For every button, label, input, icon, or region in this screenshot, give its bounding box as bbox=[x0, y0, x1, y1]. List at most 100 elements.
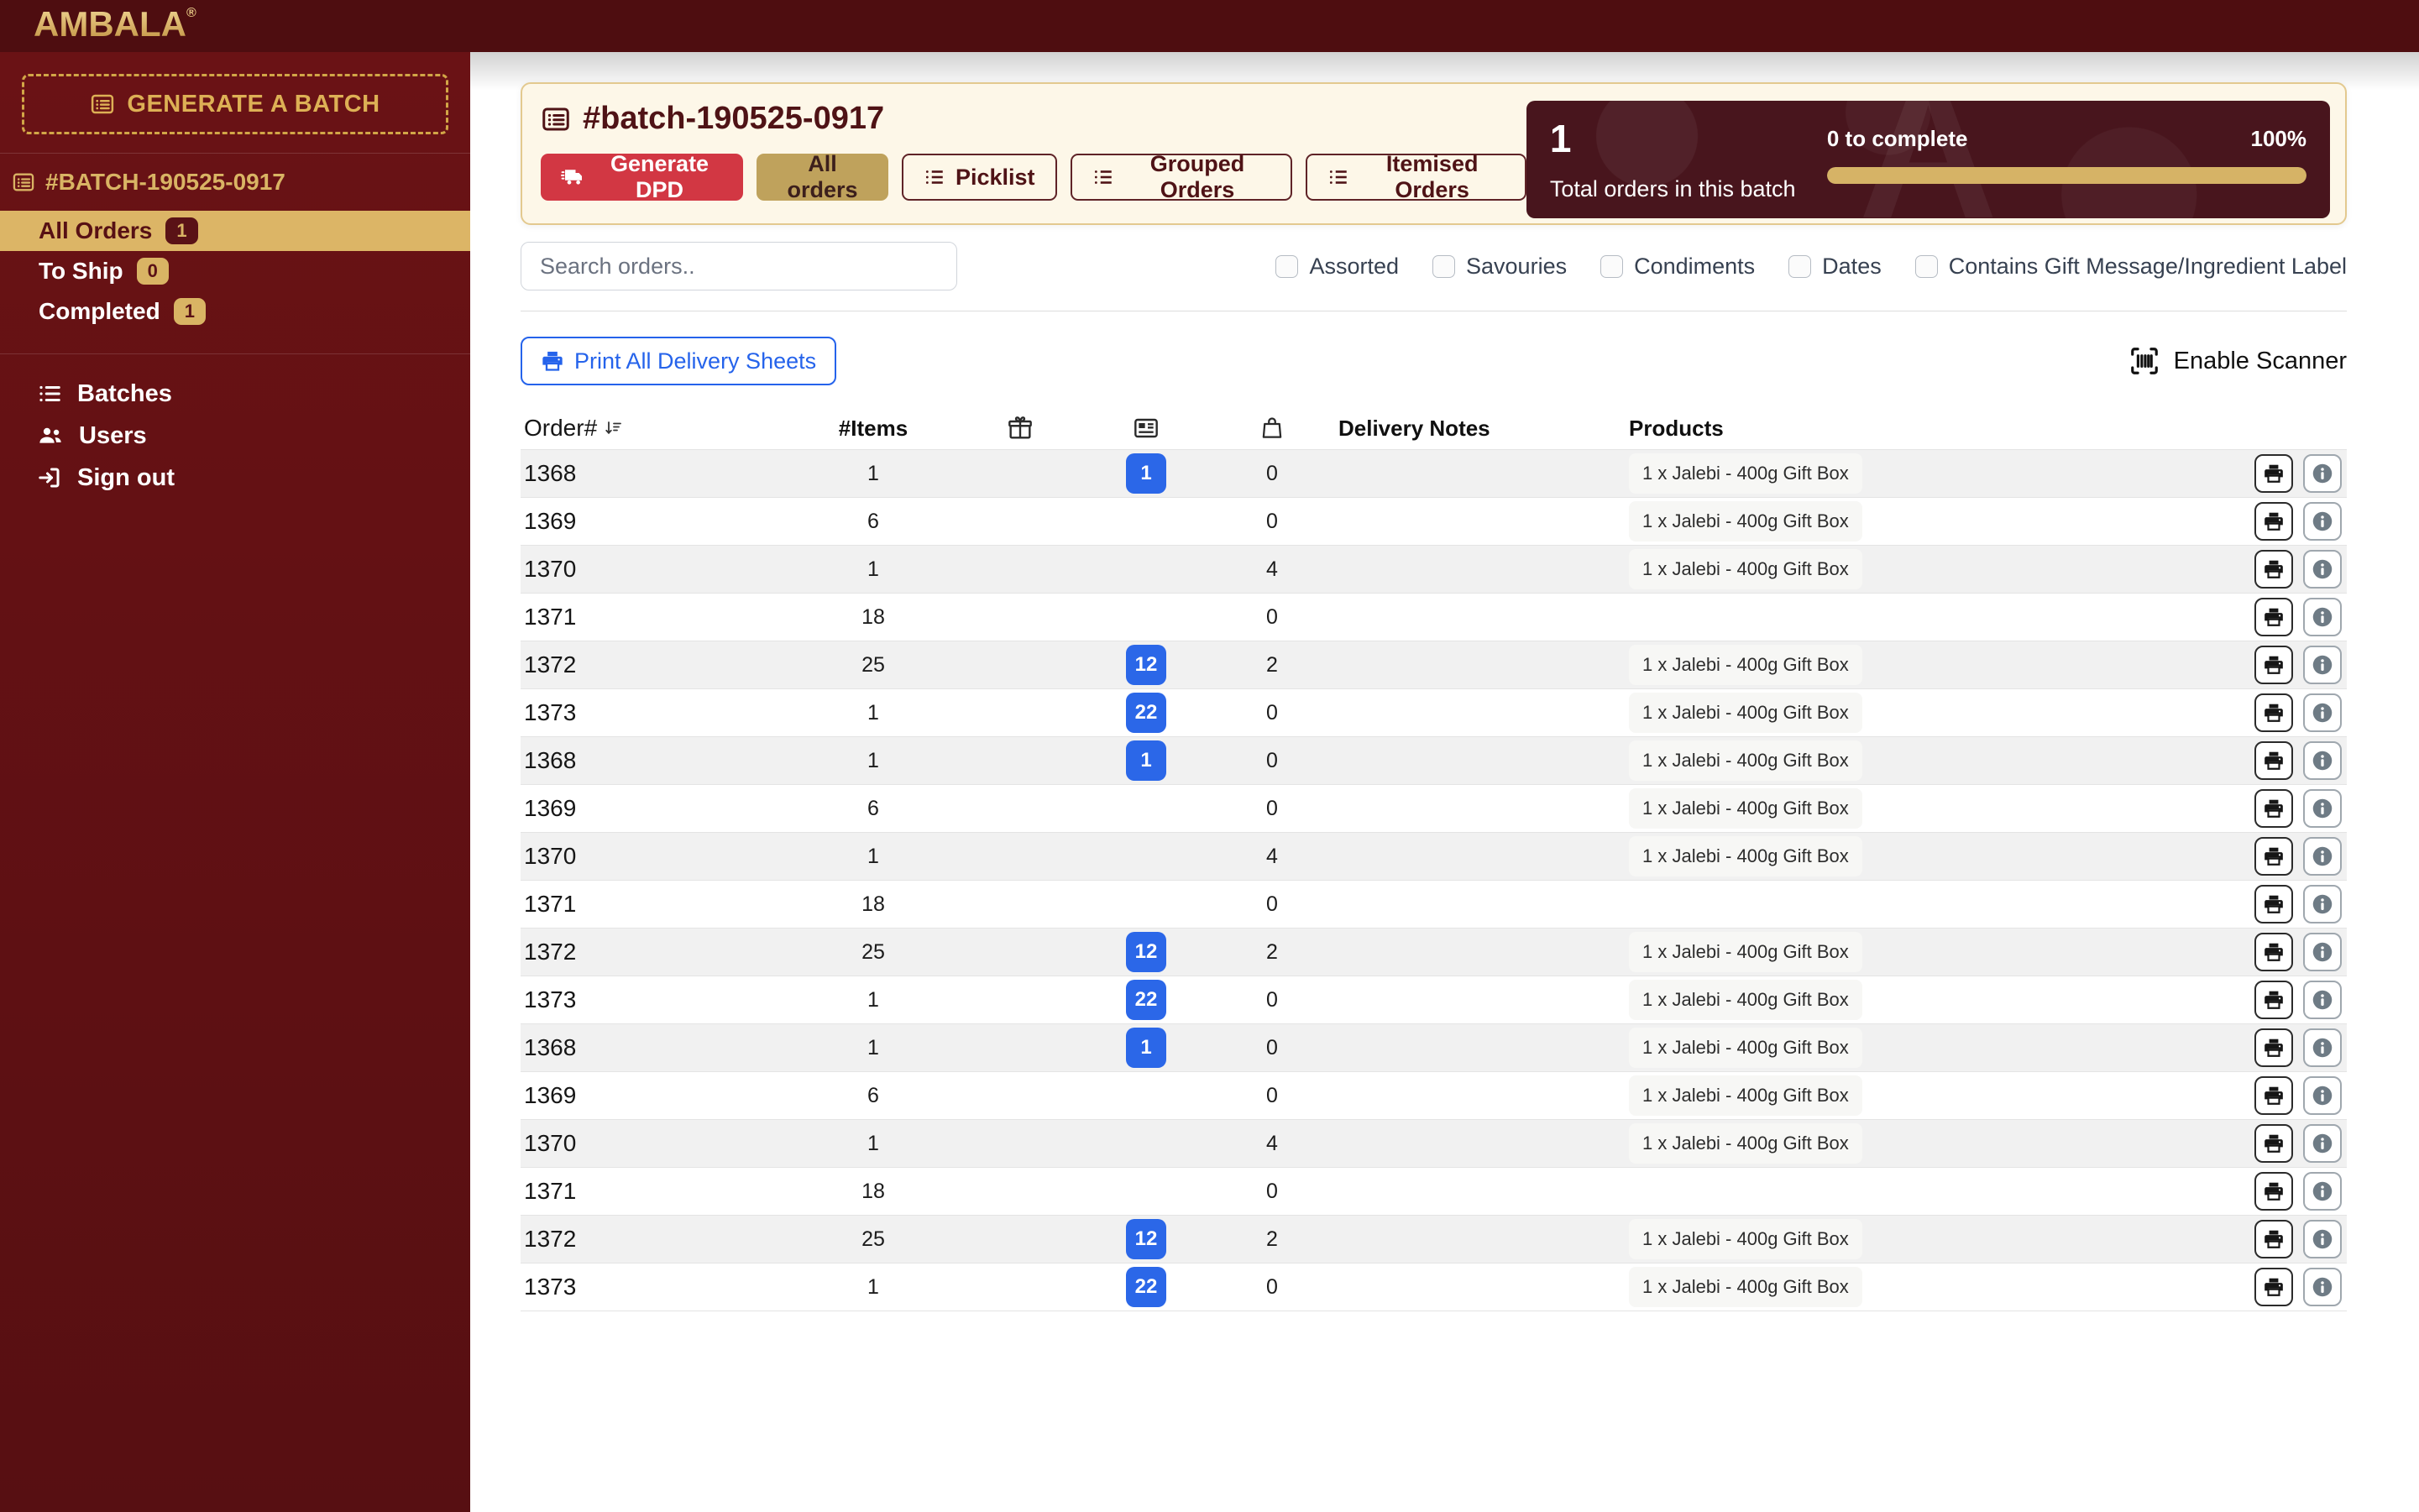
print-button[interactable] bbox=[2254, 741, 2293, 780]
print-button[interactable] bbox=[2254, 502, 2293, 541]
table-row: 1372 25 12 2 1 x Jalebi - 400g Gift Box bbox=[521, 641, 2347, 688]
info-button[interactable] bbox=[2303, 1076, 2342, 1115]
info-button[interactable] bbox=[2303, 454, 2342, 493]
sidebar-item-batches[interactable]: Batches bbox=[0, 373, 470, 415]
sidebar-item-batch[interactable]: #BATCH-190525-0917 bbox=[0, 154, 470, 211]
print-button[interactable] bbox=[2254, 598, 2293, 636]
print-button[interactable] bbox=[2254, 1268, 2293, 1306]
gift-card-cell: 1 bbox=[1083, 737, 1209, 784]
print-button[interactable] bbox=[2254, 885, 2293, 923]
enable-scanner-toggle[interactable]: Enable Scanner bbox=[2128, 345, 2347, 377]
gift-icon bbox=[1007, 415, 1034, 442]
products-cell: 1 x Jalebi - 400g Gift Box bbox=[1629, 641, 2200, 688]
print-button[interactable] bbox=[2254, 693, 2293, 732]
filter-checkbox-label: Savouries bbox=[1466, 253, 1568, 279]
delivery-notes bbox=[1335, 785, 1629, 832]
info-button[interactable] bbox=[2303, 693, 2342, 732]
products-cell bbox=[1629, 594, 2200, 641]
items-count: 6 bbox=[867, 796, 879, 820]
info-button[interactable] bbox=[2303, 502, 2342, 541]
bag-count: 2 bbox=[1266, 652, 1278, 677]
print-button[interactable] bbox=[2254, 550, 2293, 589]
info-button[interactable] bbox=[2303, 598, 2342, 636]
filter-checkbox[interactable]: Assorted bbox=[1275, 254, 1399, 280]
checkbox-icon[interactable] bbox=[1788, 254, 1812, 278]
print-button[interactable] bbox=[2254, 933, 2293, 971]
gift-card-cell bbox=[1083, 833, 1209, 880]
print-all-delivery-sheets-button[interactable]: Print All Delivery Sheets bbox=[521, 337, 837, 385]
items-count: 18 bbox=[861, 604, 885, 629]
table-body: 1368 1 1 0 1 x Jalebi - 400g Gift Box bbox=[521, 449, 2347, 1311]
checkbox-icon[interactable] bbox=[1432, 254, 1456, 278]
print-button[interactable] bbox=[2254, 981, 2293, 1019]
sidebar-item-all-orders[interactable]: All Orders 1 bbox=[0, 211, 470, 251]
delivery-notes bbox=[1335, 1263, 1629, 1311]
info-button[interactable] bbox=[2303, 1028, 2342, 1067]
grouped-orders-button[interactable]: Grouped Orders bbox=[1070, 151, 1293, 202]
print-button[interactable] bbox=[2254, 454, 2293, 493]
barcode-scanner-icon bbox=[2128, 345, 2160, 377]
table-row: 1369 6 0 1 x Jalebi - 400g Gift Box bbox=[521, 497, 2347, 545]
filter-checkbox[interactable]: Savouries bbox=[1432, 254, 1567, 280]
gift-card-cell: 12 bbox=[1083, 929, 1209, 976]
gift-card-cell bbox=[1083, 1120, 1209, 1167]
bag-count: 0 bbox=[1266, 892, 1278, 916]
info-button[interactable] bbox=[2303, 1220, 2342, 1258]
filter-checkboxes: Assorted Savouries Condiments Dates Cont… bbox=[1275, 254, 2347, 280]
gift-count bbox=[957, 1263, 1083, 1311]
column-header-order[interactable]: Order# bbox=[521, 407, 789, 449]
print-button[interactable] bbox=[2254, 1124, 2293, 1163]
filter-checkbox[interactable]: Condiments bbox=[1600, 254, 1755, 280]
print-button[interactable] bbox=[2254, 789, 2293, 828]
gift-card-icon bbox=[1133, 415, 1160, 442]
generate-batch-button[interactable]: GENERATE A BATCH bbox=[22, 74, 448, 134]
table-row: 1373 1 22 0 1 x Jalebi - 400g Gift Box bbox=[521, 1263, 2347, 1311]
filter-checkbox[interactable]: Dates bbox=[1788, 254, 1882, 280]
print-button[interactable] bbox=[2254, 1076, 2293, 1115]
sidebar-item-sign-out[interactable]: Sign out bbox=[0, 457, 470, 499]
checkbox-icon[interactable] bbox=[1275, 254, 1299, 278]
sidebar-item-completed[interactable]: Completed 1 bbox=[0, 291, 470, 332]
product-chip: 1 x Jalebi - 400g Gift Box bbox=[1629, 1123, 1862, 1164]
table-row: 1370 1 4 1 x Jalebi - 400g Gift Box bbox=[521, 1119, 2347, 1167]
gift-count bbox=[957, 594, 1083, 641]
sidebar-item-to-ship[interactable]: To Ship 0 bbox=[0, 251, 470, 291]
gift-count bbox=[957, 976, 1083, 1023]
info-button[interactable] bbox=[2303, 1172, 2342, 1211]
items-count: 6 bbox=[867, 509, 879, 533]
picklist-button[interactable]: Picklist bbox=[901, 154, 1057, 201]
info-button[interactable] bbox=[2303, 981, 2342, 1019]
print-button[interactable] bbox=[2254, 646, 2293, 684]
delivery-notes bbox=[1335, 833, 1629, 880]
table-row: 1373 1 22 0 1 x Jalebi - 400g Gift Box bbox=[521, 688, 2347, 736]
info-button[interactable] bbox=[2303, 741, 2342, 780]
products-cell: 1 x Jalebi - 400g Gift Box bbox=[1629, 450, 2200, 497]
items-count: 6 bbox=[867, 1083, 879, 1107]
orders-table: Order# #Items bbox=[521, 407, 2347, 1311]
info-button[interactable] bbox=[2303, 646, 2342, 684]
print-button[interactable] bbox=[2254, 1220, 2293, 1258]
info-button[interactable] bbox=[2303, 1268, 2342, 1306]
info-button[interactable] bbox=[2303, 837, 2342, 876]
progress-bar bbox=[1826, 167, 2306, 184]
sidebar-item-users[interactable]: Users bbox=[0, 415, 470, 457]
bag-count: 2 bbox=[1266, 1227, 1278, 1251]
print-button[interactable] bbox=[2254, 837, 2293, 876]
filter-checkbox[interactable]: Contains Gift Message/Ingredient Label bbox=[1914, 254, 2347, 280]
all-orders-button[interactable]: All orders bbox=[757, 151, 888, 202]
itemised-orders-button[interactable]: Itemised Orders bbox=[1306, 151, 1526, 202]
search-input[interactable] bbox=[521, 242, 957, 290]
info-button[interactable] bbox=[2303, 1124, 2342, 1163]
checkbox-icon[interactable] bbox=[1600, 254, 1624, 278]
print-button[interactable] bbox=[2254, 1028, 2293, 1067]
info-button[interactable] bbox=[2303, 885, 2342, 923]
info-button[interactable] bbox=[2303, 933, 2342, 971]
print-button[interactable] bbox=[2254, 1172, 2293, 1211]
generate-dpd-button[interactable]: Generate DPD bbox=[541, 151, 744, 202]
info-button[interactable] bbox=[2303, 550, 2342, 589]
gift-count bbox=[957, 1072, 1083, 1119]
checkbox-icon[interactable] bbox=[1914, 254, 1938, 278]
info-button[interactable] bbox=[2303, 789, 2342, 828]
table-row: 1368 1 1 0 1 x Jalebi - 400g Gift Box bbox=[521, 736, 2347, 784]
table-row: 1372 25 12 2 1 x Jalebi - 400g Gift Box bbox=[521, 928, 2347, 976]
